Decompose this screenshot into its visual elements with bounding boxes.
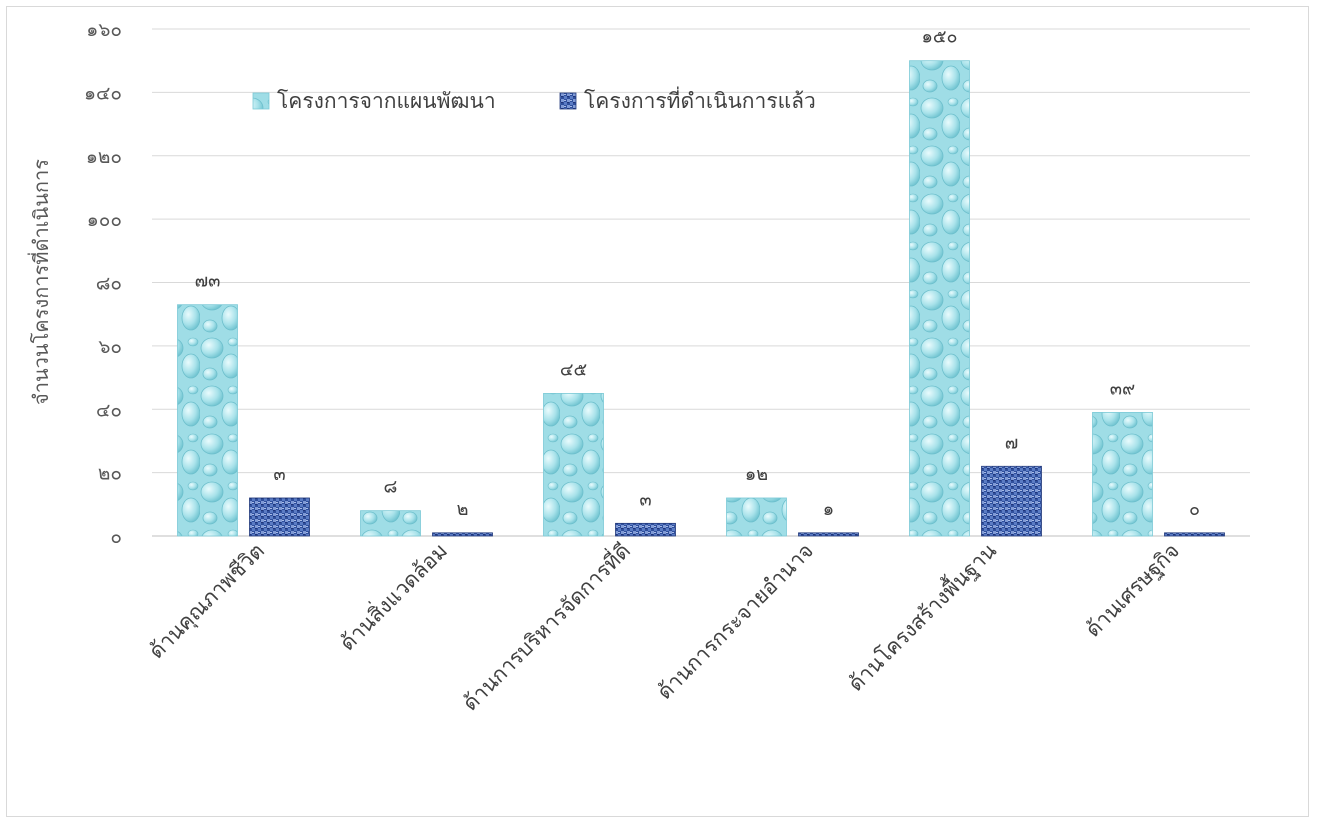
bar-plan (726, 497, 787, 537)
gridlines (152, 28, 1250, 537)
data-label: ๑๕๐ (921, 27, 957, 48)
legend-swatch (252, 92, 270, 110)
y-tick-label: ๑๔๐ (84, 82, 122, 104)
bar-plan (360, 510, 421, 537)
category-label: ด้านโครงสร้างพื้นฐาน (841, 536, 1001, 696)
bar-done (981, 465, 1042, 537)
bar-plan (1092, 412, 1153, 537)
data-label: ๗๓ (195, 271, 221, 292)
y-tick-label: ๑๖๐ (86, 19, 122, 41)
data-label: ๐ (1189, 499, 1200, 520)
bar-done (1164, 532, 1225, 537)
bar-plan (177, 304, 238, 537)
legend-swatch (559, 92, 577, 110)
data-label: ๓๙ (1110, 378, 1136, 399)
category-label: ด้านการกระจายอำนาจ (652, 539, 818, 705)
bar-plan (543, 393, 604, 537)
y-tick-label: ๖๐ (98, 336, 122, 358)
data-label: ๑ (823, 499, 834, 520)
category-labels: ด้านคุณภาพชีวิต ด้านสิ่งแวดล้อม ด้านการบริ… (144, 536, 1184, 715)
y-tick-label: ๐ (110, 526, 122, 548)
y-tick-label: ๑๒๐ (86, 146, 122, 168)
y-tick-label: ๑๐๐ (87, 209, 122, 231)
data-label: ๒ (457, 499, 469, 520)
y-tick-label: ๔๐ (96, 399, 122, 421)
bar-done (432, 532, 493, 537)
category-label: ด้านสิ่งแวดล้อม (333, 536, 452, 655)
category-label: ด้านเศรษฐกิจ (1081, 539, 1184, 642)
legend-label: โครงการจากแผนพัฒนา (277, 89, 496, 113)
data-label: ๑๒ (745, 464, 768, 485)
data-label: ๓ (639, 489, 651, 510)
bar-plan (909, 60, 970, 537)
bar-done (615, 522, 676, 537)
category-label: ด้านคุณภาพชีวิต (144, 539, 270, 665)
y-axis-label: จำนวนโครงการที่ดำเนินการ (27, 159, 53, 405)
bar-done (249, 497, 310, 537)
legend-label: โครงการที่ดำเนินการแล้ว (584, 86, 816, 113)
y-tick-label: ๘๐ (96, 273, 122, 295)
bar-done (798, 532, 859, 537)
data-label: ๔๕ (560, 359, 587, 380)
legend: โครงการจากแผนพัฒนา โครงการที่ดำเนินการแล้… (252, 86, 816, 113)
data-label: ๗ (1005, 432, 1019, 453)
bars (177, 60, 1225, 537)
data-label: ๓ (273, 464, 285, 485)
category-label: ด้านการบริหารจัดการที่ดี (456, 536, 635, 715)
data-label: ๘ (384, 477, 398, 498)
y-tick-label: ๒๐ (98, 463, 122, 485)
y-axis-ticks: ๐ ๒๐ ๔๐ ๖๐ ๘๐ ๑๐๐ ๑๒๐ ๑๔๐ ๑๖๐ (84, 19, 122, 548)
